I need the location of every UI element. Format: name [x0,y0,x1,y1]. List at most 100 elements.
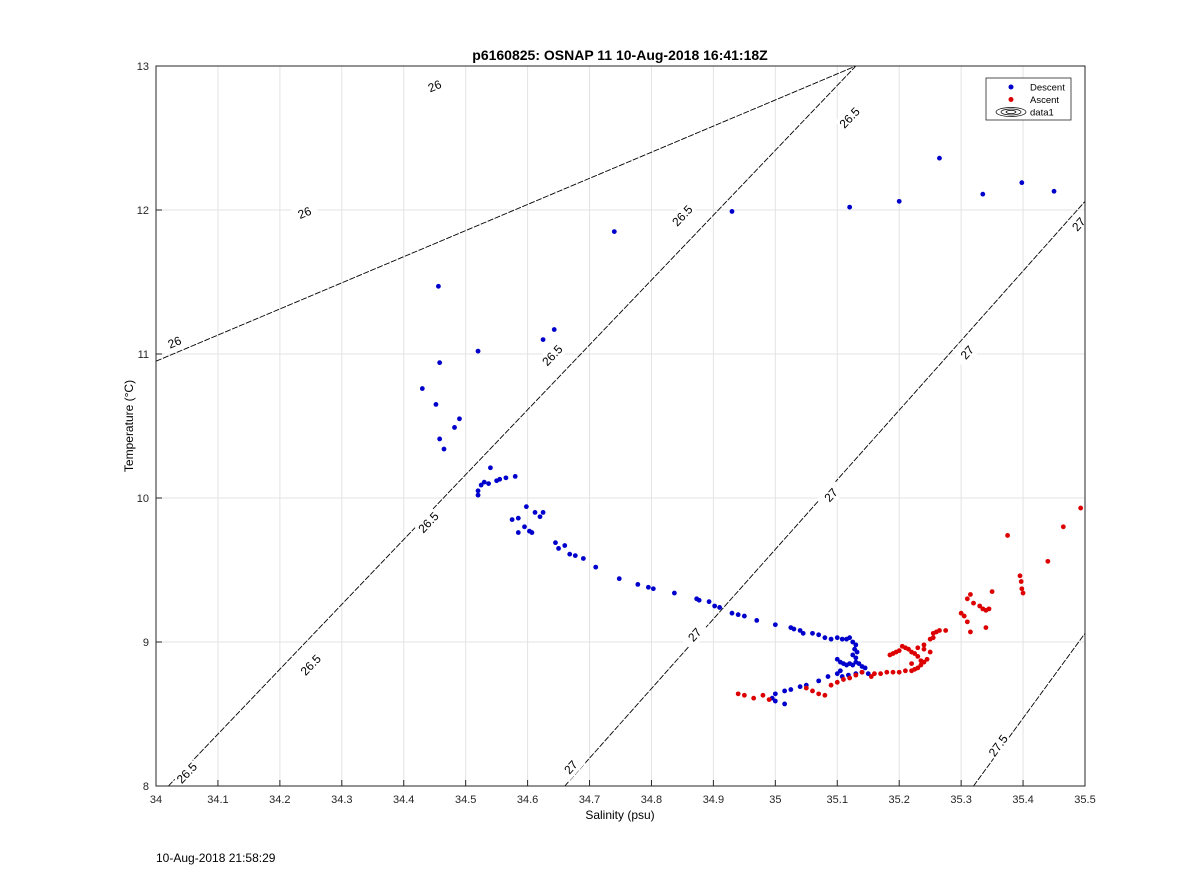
chart-title: p6160825: OSNAP 11 10-Aug-2018 16:41:18Z [472,47,768,63]
ascent-point [872,671,877,677]
ascent-point [1005,533,1010,538]
contour-label-bg [680,619,710,650]
descent-point [847,204,853,210]
contour-label: 26.5 [174,760,200,787]
ascent-point [878,671,884,677]
descent-point [478,482,484,488]
descent-point [537,514,543,520]
descent-point [593,564,599,570]
contour-label: 26.5 [415,509,441,536]
ascent-point [735,691,741,697]
descent-point [580,556,586,561]
ascent-point [890,669,896,675]
ascent-point [937,628,942,633]
descent-series [419,155,1057,707]
contour-label-bg [952,337,982,368]
contour-label: 26.5 [669,202,695,229]
ascent-point [896,669,902,675]
grid-lines [155,65,1086,787]
descent-point [834,656,840,662]
descent-point [540,510,546,515]
contour-label-bg [834,102,865,133]
ascent-point [958,610,964,616]
x-tick-label: 35.3 [950,794,971,806]
descent-point [816,632,822,638]
descent-point [865,671,871,677]
x-tick-label: 34.5 [455,794,476,806]
ascent-point [751,695,757,701]
descent-point [706,599,712,605]
x-tick-label: 35.5 [1074,794,1095,806]
legend-contour-icon [1000,108,1022,116]
legend-label: Ascent [1030,95,1059,106]
ascent-point [968,629,973,635]
legend-marker [1008,97,1014,102]
descent-point [717,605,722,610]
x-tick-label: 35 [769,794,781,806]
descent-point [741,613,747,619]
legend-label: Descent [1030,83,1065,94]
ascent-point [828,682,834,688]
descent-point [441,446,447,452]
descent-point [788,687,794,692]
ascent-point [822,692,828,698]
ascent-point [983,625,989,630]
ascent-point [930,635,936,641]
descent-point [419,386,425,391]
ascent-point [1018,579,1024,584]
axes-frame [155,65,1086,787]
y-tick-label: 8 [143,781,149,793]
descent-point [481,479,487,485]
descent-point [503,475,509,481]
descent-point [834,671,840,677]
descent-point [509,517,515,522]
ascent-point [915,645,921,651]
x-tick-label: 34.7 [579,794,600,806]
ascent-point [841,677,846,682]
descent-point [512,474,518,479]
descent-point [433,402,439,407]
ascent-point [816,691,822,697]
ascent-point [1078,505,1084,511]
descent-point [839,636,845,642]
descent-point [850,652,856,658]
ascent-point [915,654,921,659]
ascent-point [766,697,772,702]
descent-point [522,524,527,530]
ascent-point [986,606,992,612]
density-contour-line [973,633,1086,787]
x-tick-label: 35.2 [888,794,909,806]
ascent-point [968,592,973,597]
contour-label-bg [537,340,568,371]
descent-point [457,416,462,422]
ascent-point [918,662,924,668]
ascent-point [921,646,927,652]
contour-label: 26.5 [837,104,863,131]
descent-point [452,425,457,430]
descent-point [475,492,481,498]
x-tick-label: 34.6 [517,794,538,806]
contour-label: 26.5 [298,652,324,679]
ascent-point [853,672,859,678]
descent-point [828,636,834,642]
contour-label-bg [172,758,202,788]
descent-point [825,674,831,679]
ascent-point [887,652,893,658]
x-tick-label: 34.2 [269,794,290,806]
descent-point [847,635,853,641]
descent-point [486,481,491,486]
descent-point [896,198,902,204]
x-tick-label: 34.1 [207,794,228,806]
contour-label-bg [159,330,190,355]
x-tick-label: 34 [150,794,162,806]
y-tick-label: 13 [137,61,149,73]
x-axis-label: Salinity (psu) [585,808,654,822]
ascent-point [859,669,865,675]
ascent-point [909,649,914,655]
descent-point [712,603,718,609]
ascent-point [924,656,930,662]
descent-point [729,610,735,616]
descent-point [797,684,803,690]
